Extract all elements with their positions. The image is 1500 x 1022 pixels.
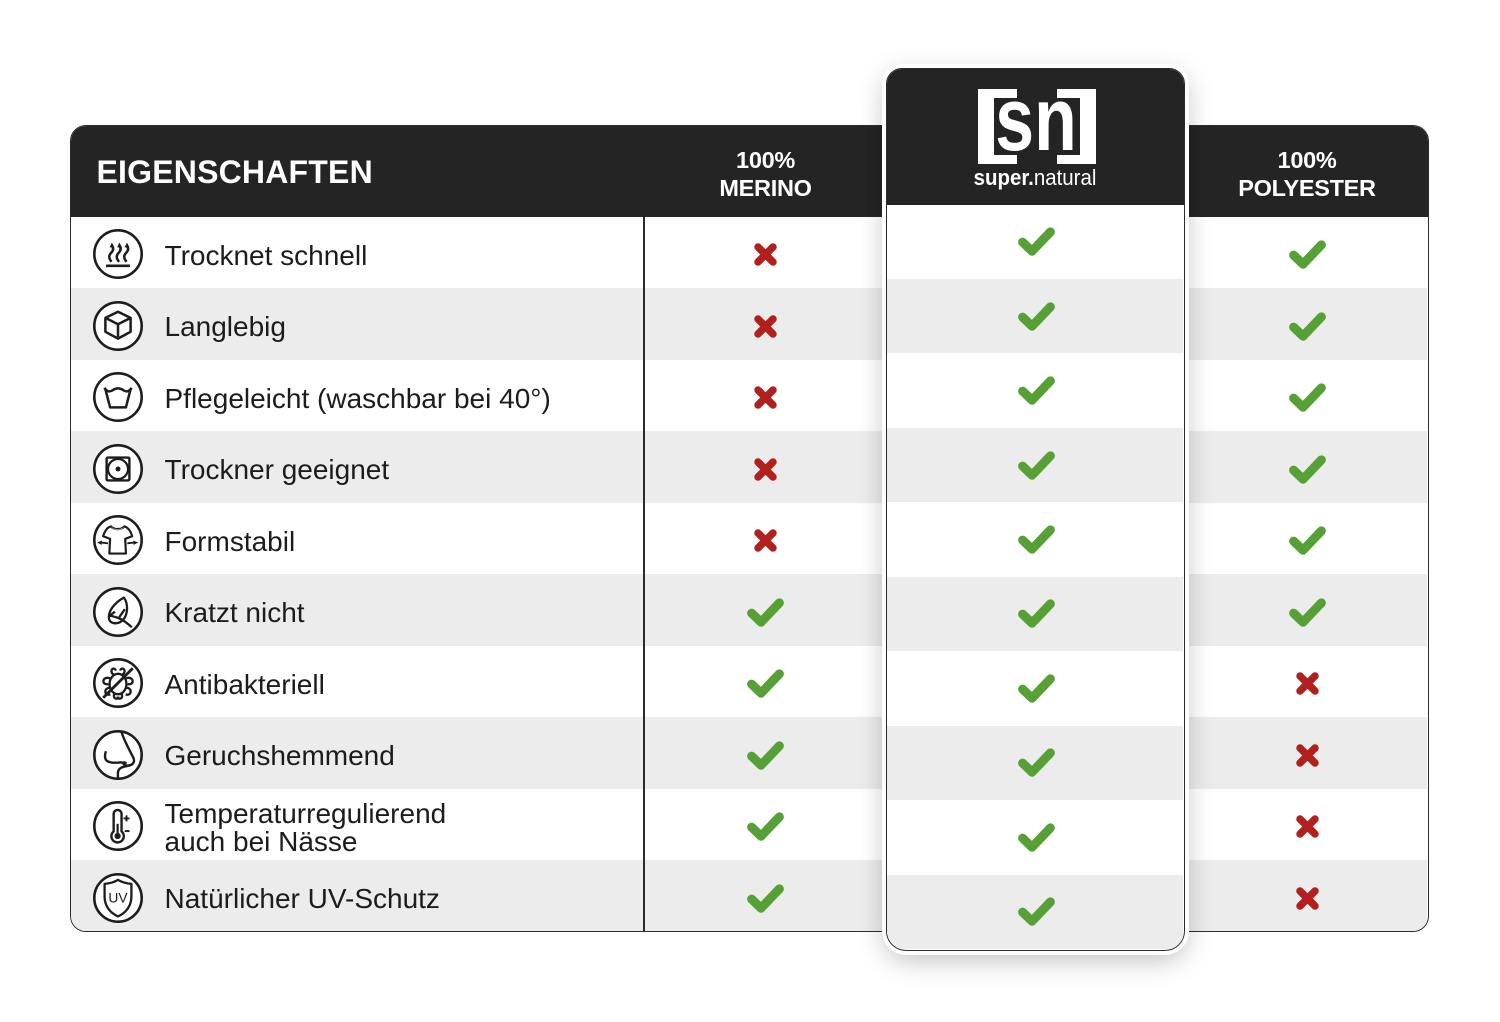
svg-text:UV: UV (108, 890, 128, 905)
